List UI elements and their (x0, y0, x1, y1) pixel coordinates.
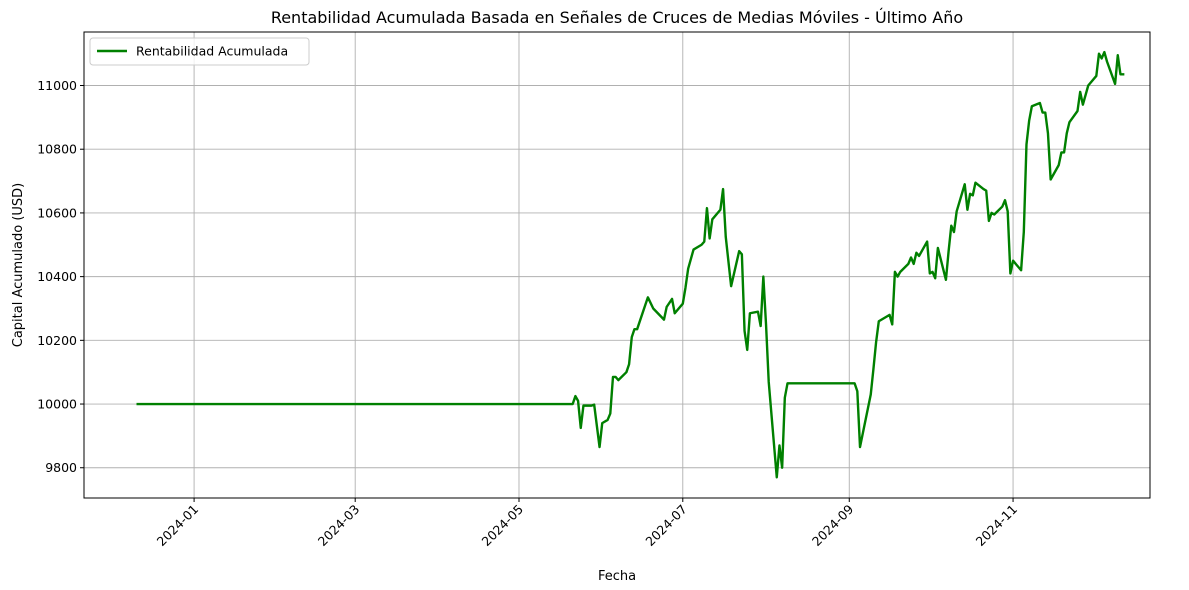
y-tick-label: 10000 (37, 397, 77, 412)
x-tick-label: 2024-07 (642, 502, 690, 550)
y-tick-label: 10800 (37, 142, 77, 157)
series-layer (136, 50, 1125, 479)
y-tick-label: 10200 (37, 333, 77, 348)
x-axis: 2024-01 2024-03 2024-05 2024-07 2024-09 2024-… (154, 498, 1021, 550)
y-tick-label: 11000 (37, 78, 77, 93)
legend-label: Rentabilidad Acumulada (136, 44, 288, 59)
y-tick-label: 9800 (45, 460, 77, 475)
grid (84, 32, 1150, 498)
y-axis-label: Capital Acumulado (USD) (11, 183, 26, 348)
x-axis-label: Fecha (598, 569, 636, 584)
x-tick-label: 2024-09 (809, 501, 857, 549)
y-tick-label: 10600 (37, 205, 77, 220)
x-tick-label: 2024-11 (973, 502, 1021, 550)
series-line (136, 50, 1125, 479)
x-tick-label: 2024-01 (154, 502, 202, 550)
legend-box (89, 37, 310, 66)
legend: Rentabilidad Acumulada (89, 37, 310, 66)
x-tick-label: 2024-03 (315, 502, 363, 550)
plot-frame (83, 31, 1151, 499)
x-tick-label: 2024-05 (479, 502, 527, 550)
y-axis: 9800 10000 10200 10400 10600 10800 11000 (37, 78, 84, 475)
chart-title: Rentabilidad Acumulada Basada en Señales… (271, 8, 963, 27)
y-tick-label: 10400 (37, 269, 77, 284)
